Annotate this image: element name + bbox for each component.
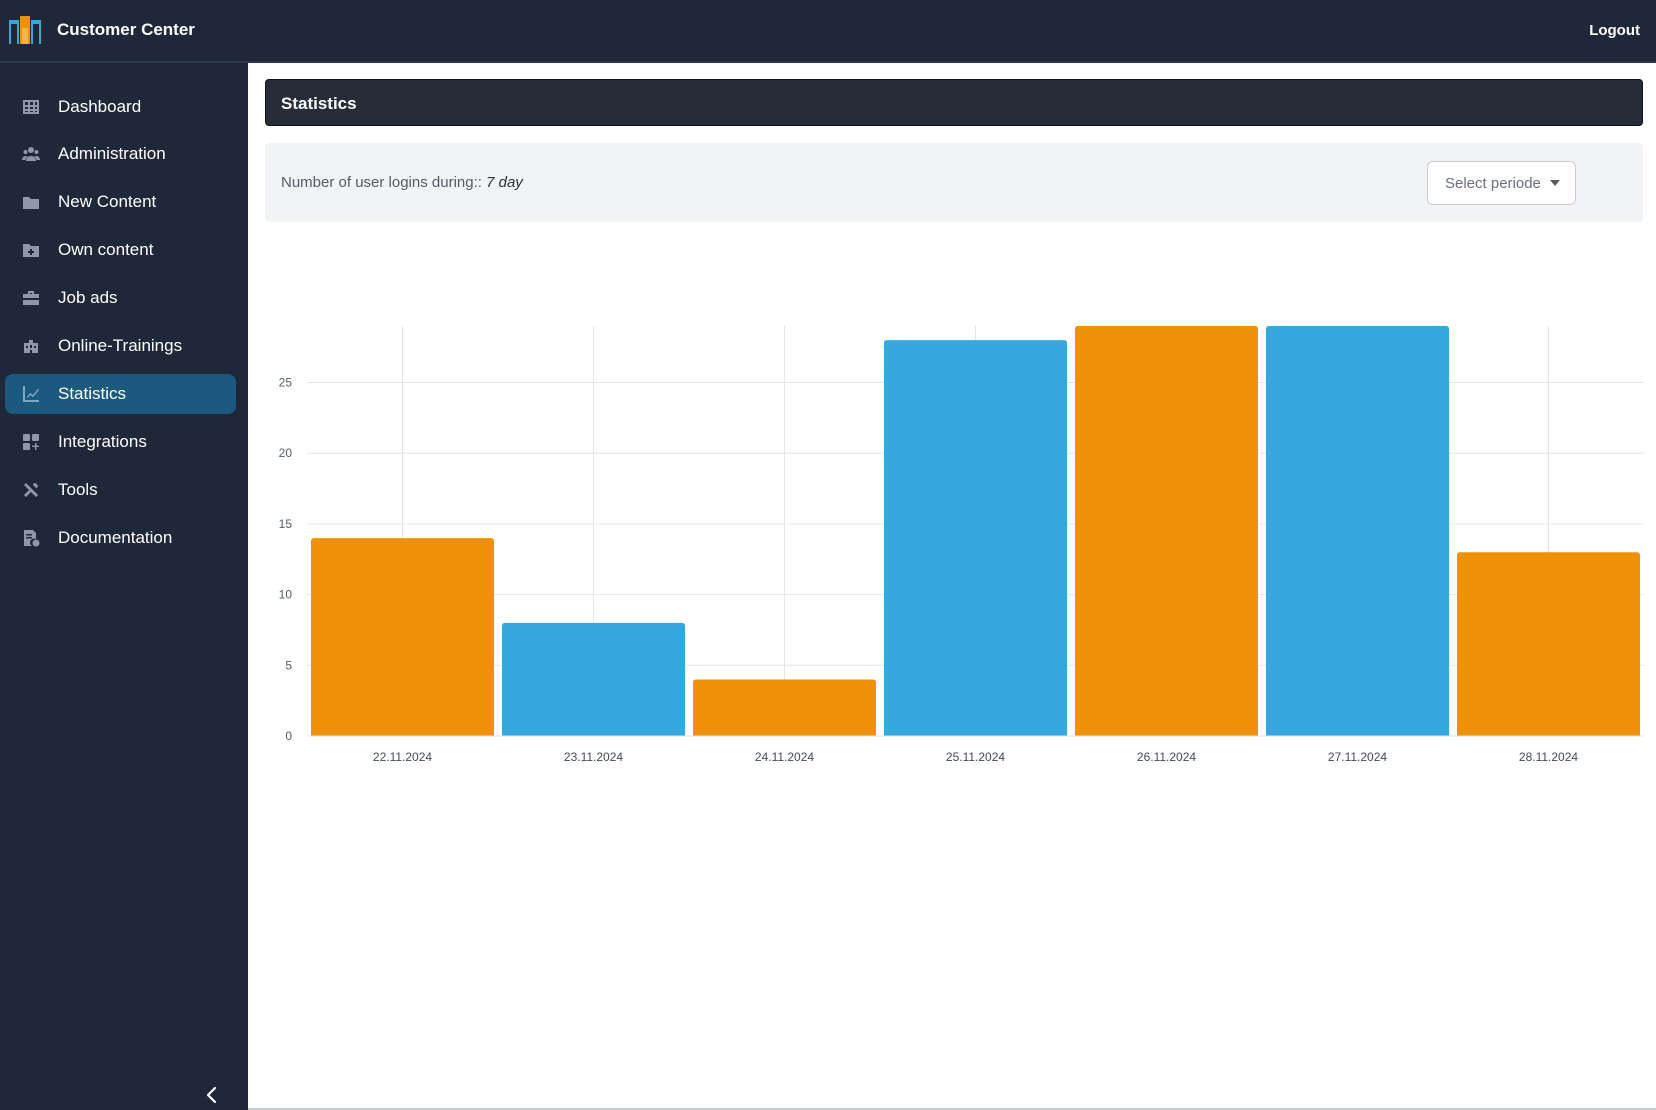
page-title: Statistics — [281, 94, 357, 113]
grid-plus-icon — [21, 432, 41, 452]
sidebar-item-label: Integrations — [58, 432, 147, 451]
x-tick-label: 28.11.2024 — [1519, 750, 1578, 764]
document-icon — [21, 528, 41, 548]
y-tick-label: 15 — [279, 517, 293, 531]
y-tick-label: 10 — [279, 588, 293, 602]
sidebar-item-label: Online-Trainings — [58, 336, 183, 355]
sidebar-item-online-trainings[interactable]: Online-Trainings — [5, 326, 236, 366]
sidebar-item-label: Statistics — [58, 384, 127, 403]
bar-27.11.2024[interactable] — [1266, 326, 1449, 736]
sidebar-item-tools[interactable]: Tools — [5, 470, 236, 510]
sidebar: Dashboard Administration New Content Own… — [0, 63, 248, 1110]
sidebar-item-statistics[interactable]: Statistics — [5, 374, 236, 414]
briefcase-icon — [21, 288, 41, 308]
y-tick-label: 25 — [279, 376, 293, 390]
bar-25.11.2024[interactable] — [884, 340, 1067, 736]
x-tick-label: 22.11.2024 — [373, 750, 432, 764]
tools-icon — [21, 480, 41, 500]
bar-23.11.2024[interactable] — [502, 622, 685, 736]
bar-28.11.2024[interactable] — [1457, 552, 1640, 736]
page-header: Statistics — [265, 79, 1643, 126]
brand[interactable]: Customer Center — [8, 14, 195, 46]
sidebar-item-label: Documentation — [58, 528, 173, 547]
table-icon — [21, 97, 41, 117]
sidebar-item-integrations[interactable]: Integrations — [5, 422, 236, 462]
x-tick-label: 24.11.2024 — [755, 750, 814, 764]
logo-icon — [9, 16, 41, 44]
chart-canvas: 0 5 10 15 20 25 22.11.2024 23.11.2024 24.11.2024… — [279, 326, 1644, 764]
app-title: Customer Center — [57, 20, 195, 39]
main-content: Statistics Number of user logins during:… — [248, 63, 1656, 1110]
sidebar-item-own-content[interactable]: Own content — [5, 230, 236, 270]
chart-icon — [21, 384, 41, 404]
filter-period-value: 7 day — [486, 174, 523, 191]
y-tick-label: 20 — [279, 446, 293, 460]
sidebar-item-dashboard[interactable]: Dashboard — [5, 87, 236, 127]
logout-button[interactable]: Logout — [1589, 22, 1640, 39]
sidebar-item-documentation[interactable]: Documentation — [5, 518, 236, 558]
select-period-dropdown[interactable]: Select periode — [1427, 161, 1576, 205]
sidebar-item-job-ads[interactable]: Job ads — [5, 278, 236, 318]
school-icon — [21, 336, 41, 356]
sidebar-item-label: New Content — [58, 192, 157, 211]
sidebar-item-label: Own content — [58, 240, 154, 259]
folder-plus-icon — [21, 240, 41, 260]
top-bar: Customer Center Logout — [0, 0, 1656, 63]
filter-panel: Number of user logins during:: 7 day Sel… — [265, 143, 1643, 222]
x-tick-label: 25.11.2024 — [946, 750, 1005, 764]
sidebar-item-administration[interactable]: Administration — [5, 134, 236, 174]
bar-26.11.2024[interactable] — [1075, 326, 1258, 736]
x-tick-label: 26.11.2024 — [1137, 750, 1196, 764]
sidebar-item-label: Tools — [58, 480, 98, 499]
sidebar-item-new-content[interactable]: New Content — [5, 182, 236, 222]
select-period-label: Select periode — [1445, 174, 1541, 192]
sidebar-item-label: Dashboard — [58, 97, 142, 116]
filter-label-text: Number of user logins during:: — [281, 174, 482, 191]
caret-down-icon — [1549, 180, 1560, 186]
folder-icon — [21, 192, 41, 212]
sidebar-item-label: Administration — [58, 144, 166, 163]
filter-description: Number of user logins during:: 7 day — [281, 174, 523, 191]
x-tick-label: 27.11.2024 — [1328, 750, 1387, 764]
chevron-left-icon[interactable] — [200, 1083, 224, 1107]
users-icon — [21, 144, 41, 164]
y-tick-label: 0 — [285, 729, 292, 743]
x-tick-label: 23.11.2024 — [564, 750, 623, 764]
y-tick-label: 5 — [285, 658, 292, 672]
sidebar-item-label: Job ads — [58, 288, 118, 307]
bar-24.11.2024[interactable] — [693, 679, 876, 736]
bar-22.11.2024[interactable] — [311, 538, 494, 736]
logins-bar-chart: 0 5 10 15 20 25 22.11.2024 23.11.2024 24.11.2024… — [265, 253, 1645, 773]
